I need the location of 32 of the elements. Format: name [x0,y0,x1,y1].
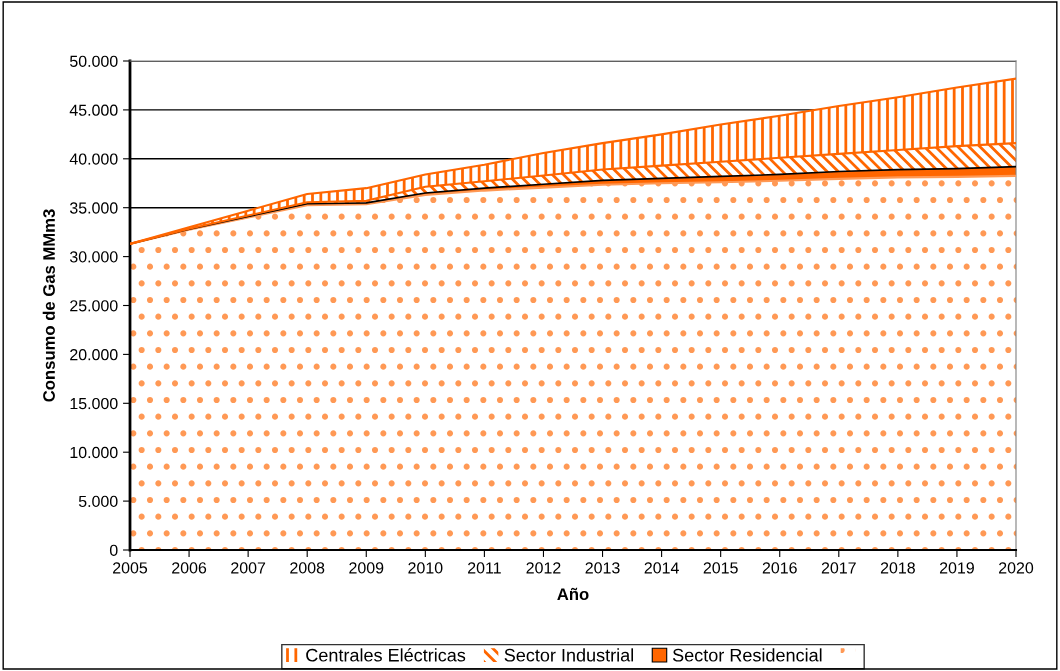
x-tick-label: 2018 [880,562,915,574]
x-tick-label: 2010 [408,562,443,574]
x-tick-label: 2020 [999,562,1034,574]
x-tick-label: 2016 [762,562,797,574]
x-tick-label: 2013 [585,562,620,574]
y-tick-label: 20.000 [70,349,118,361]
y-tick-label: 50.000 [69,55,118,67]
y-tick-label: 30.000 [69,251,118,263]
x-tick-label: 2019 [939,562,974,574]
y-axis-title: Consumo de Gas MMm3 [42,209,55,402]
x-tick-label: 2007 [231,562,266,574]
legend-label: Centrales Eléctricas [306,648,466,662]
x-tick-label: 2005 [113,562,148,574]
x-tick-label: 2015 [703,562,738,574]
y-tick-label: 35.000 [69,202,118,214]
x-tick-label: 2011 [468,562,501,574]
x-tick-label: 2008 [290,562,325,574]
legend-label: Sector Residencial [672,648,822,662]
y-tick-label: 10.000 [70,446,118,459]
x-tick-label: 2009 [349,562,384,574]
y-tick-label: 45.000 [69,104,118,116]
legend-label: Sector Industrial [504,648,634,662]
y-tick-label: 0 [109,544,118,556]
x-tick-label: 2014 [644,562,679,574]
y-tick-label: 15.000 [70,397,118,410]
y-tick-label: 25.000 [70,300,118,312]
y-tick-label: 5.000 [78,495,118,508]
x-tick-label: 2012 [526,562,561,574]
x-tick-label: 2017 [821,562,856,574]
x-tick-label: 2006 [172,562,207,574]
y-tick-label: 40.000 [69,153,118,165]
x-axis-title: Año [557,587,589,601]
